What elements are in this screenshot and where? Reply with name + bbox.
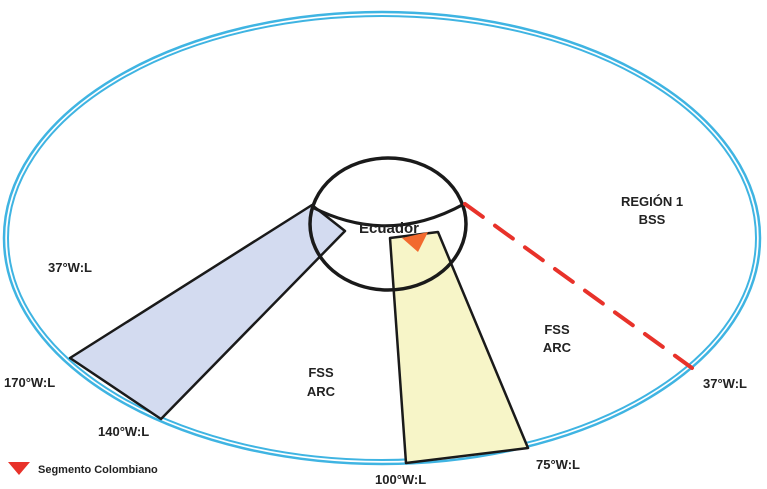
longitude-37w-right-label: 37°W:L [703, 376, 747, 391]
region-1-boundary-line [463, 202, 694, 370]
fss-arc-sector-right [388, 230, 530, 465]
longitude-140w-label: 140°W:L [98, 424, 149, 439]
orbit-ellipse-outer [2, 10, 762, 466]
longitude-170w-label: 170°W:L [4, 375, 55, 390]
colombian-segment-marker-icon [402, 232, 428, 252]
region1-label-line1: REGIÓN 1 [621, 194, 683, 209]
fss-right-label-line2: ARC [543, 340, 572, 355]
fss-center-label-line2: ARC [307, 384, 336, 399]
fss-center-label-line1: FSS [308, 365, 334, 380]
longitude-37w-left-label: 37°W:L [48, 260, 92, 275]
legend-label: Segmento Colombiano [38, 464, 158, 476]
legend-red-triangle-icon [8, 462, 30, 475]
fss-right-label-line1: FSS [544, 322, 570, 337]
fss-arc-sector-left [68, 203, 347, 421]
ecuador-label: Ecuador [359, 220, 419, 237]
longitude-75w-label: 75°W:L [536, 457, 580, 472]
orbit-ellipse-inner [7, 15, 757, 461]
earth-globe [308, 156, 468, 292]
longitude-100w-label: 100°W:L [375, 472, 426, 487]
earth-equator-arc [311, 202, 465, 228]
region1-label-line2: BSS [639, 212, 666, 227]
